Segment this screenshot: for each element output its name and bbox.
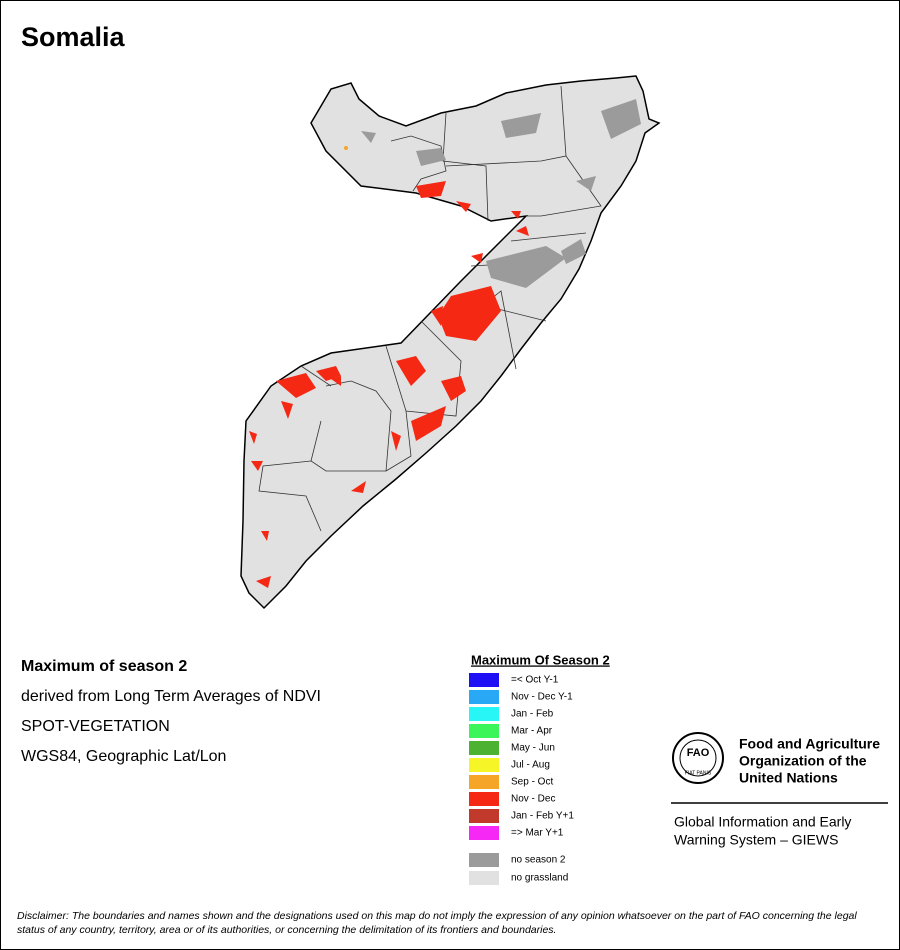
map-title: Somalia bbox=[21, 22, 126, 52]
legend-label: May - Jun bbox=[511, 743, 555, 754]
legend-label: Jul - Aug bbox=[511, 760, 550, 771]
fao-logo: FAO FIAT PANIS Food and Agriculture Orga… bbox=[671, 732, 888, 848]
info-line: Maximum of season 2 bbox=[21, 658, 187, 675]
somalia-outline bbox=[240, 75, 661, 610]
legend-label: no season 2 bbox=[511, 855, 566, 866]
legend-label: Nov - Dec Y-1 bbox=[511, 692, 573, 703]
legend-label: Jan - Feb Y+1 bbox=[511, 811, 574, 822]
legend-label: Sep - Oct bbox=[511, 777, 553, 788]
system-name: Warning System – GIEWS bbox=[674, 832, 838, 848]
emblem-motto: FIAT PANIS bbox=[685, 770, 712, 776]
season-patches bbox=[249, 181, 529, 588]
org-name: Organization of the bbox=[739, 753, 867, 769]
emblem-text: FAO bbox=[687, 747, 710, 759]
info-line: WGS84, Geographic Lat/Lon bbox=[21, 748, 226, 765]
emblem-ring bbox=[672, 732, 724, 784]
legend-title: Maximum Of Season 2 bbox=[471, 652, 610, 667]
legend-swatch bbox=[469, 690, 499, 704]
legend-swatch bbox=[469, 673, 499, 687]
map-sheet: Somalia bbox=[21, 22, 888, 885]
legend-swatch bbox=[469, 809, 499, 823]
season-patch bbox=[344, 146, 348, 150]
legend-swatch bbox=[469, 792, 499, 806]
legend-swatch bbox=[469, 871, 499, 885]
no-season-patches bbox=[361, 99, 641, 288]
info-line: SPOT-VEGETATION bbox=[21, 718, 170, 735]
legend-swatch bbox=[469, 741, 499, 755]
legend-label: => Mar Y+1 bbox=[511, 828, 564, 839]
legend-swatch bbox=[469, 853, 499, 867]
org-name: Food and Agriculture bbox=[739, 736, 880, 752]
legend-label: Nov - Dec bbox=[511, 794, 555, 805]
legend-label: Mar - Apr bbox=[511, 726, 553, 737]
legend: Maximum Of Season 2 =< Oct Y-1 Nov - Dec … bbox=[469, 652, 610, 885]
org-name: United Nations bbox=[739, 770, 838, 786]
system-name: Global Information and Early bbox=[674, 814, 851, 830]
disclaimer: Disclaimer: The boundaries and names sho… bbox=[17, 910, 857, 936]
country-map bbox=[240, 75, 661, 610]
legend-swatch bbox=[469, 758, 499, 772]
legend-swatch bbox=[469, 724, 499, 738]
legend-swatch bbox=[469, 826, 499, 840]
info-block: Maximum of season 2 derived from Long Te… bbox=[21, 658, 321, 765]
legend-swatch bbox=[469, 707, 499, 721]
legend-label: Jan - Feb bbox=[511, 709, 554, 720]
legend-label: no grassland bbox=[511, 873, 568, 884]
legend-swatch bbox=[469, 775, 499, 789]
legend-label: =< Oct Y-1 bbox=[511, 675, 559, 686]
info-line: derived from Long Term Averages of NDVI bbox=[21, 688, 321, 705]
emblem-inner bbox=[679, 739, 717, 777]
